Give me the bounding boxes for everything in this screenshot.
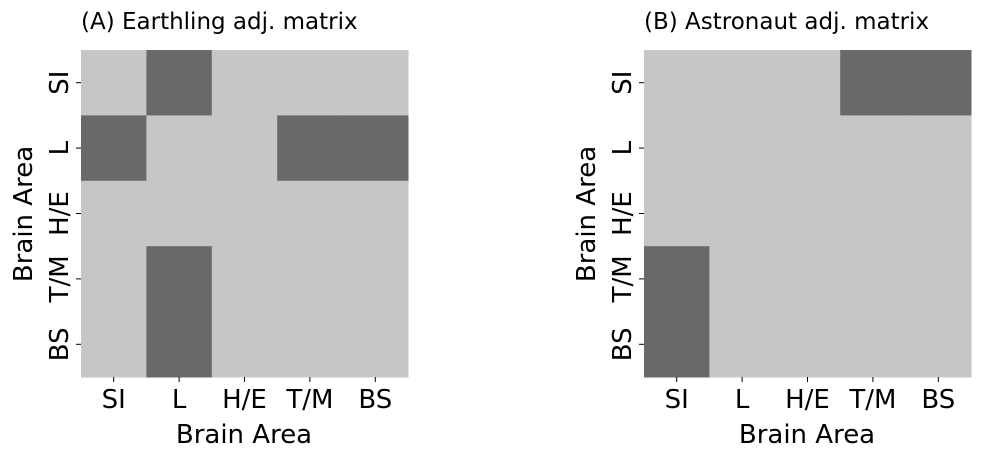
panel-b-cell-r1-c3: [840, 115, 907, 182]
panel-b-cell-r3-c1: [709, 246, 776, 313]
panel-a-cell-r2-c2: [211, 180, 278, 247]
panel-b-title: (B) Astronaut adj. matrix: [644, 9, 929, 35]
panel-a-ytick-label: T/M: [45, 255, 75, 303]
panel-b-cell-r0-c1: [709, 50, 776, 116]
panel-a-title: (A) Earthling adj. matrix: [81, 9, 358, 35]
panel-a-cell-r3-c0: [81, 246, 147, 313]
panel-b-cell-r4-c2: [774, 311, 841, 378]
panel-a-xtick-label: SI: [102, 385, 126, 415]
panel-b-cell-r4-c1: [709, 311, 776, 378]
panel-b-cell-r2-c0: [644, 180, 710, 247]
panel-a-ticks: SI L H/E T/M BS SI L H/E T/M BS: [45, 71, 392, 415]
heatmap-panel-b: (B) Astronaut adj. matrix SI L H/E T/M BS SI L…: [572, 9, 972, 450]
panel-b-cell-r1-c2: [774, 115, 841, 182]
panel-b-xtick-label: L: [735, 385, 750, 415]
panel-a-ytick-label: SI: [45, 71, 75, 95]
panel-b-xlabel: Brain Area: [739, 420, 875, 450]
panel-a-cell-r3-c3: [277, 246, 344, 313]
panel-a-ytick-label: H/E: [45, 191, 75, 236]
panel-a-xtick-label: L: [172, 385, 187, 415]
panel-b-ytick-label: H/E: [608, 191, 638, 236]
panel-a-ytick-label: L: [45, 140, 75, 155]
panel-b-cell-r3-c3: [840, 246, 907, 313]
panel-b-cell-r3-c0: [644, 246, 710, 313]
panel-a-cell-r4-c3: [277, 311, 344, 378]
panel-a-cell-r0-c1: [146, 50, 213, 116]
panel-b-cell-r1-c1: [709, 115, 776, 182]
panel-b-cell-r0-c2: [774, 50, 841, 116]
panel-b-cell-r0-c0: [644, 50, 710, 116]
panel-a-cell-r3-c2: [211, 246, 278, 313]
panel-a-cells: [81, 50, 409, 378]
panel-b-cell-r4-c3: [840, 311, 907, 378]
panel-a-ylabel: Brain Area: [9, 146, 39, 282]
panel-a-ytick-label: BS: [45, 327, 75, 361]
panel-a-xtick-label: T/M: [285, 385, 333, 415]
panel-a-cell-r1-c4: [342, 115, 409, 182]
panel-b-xtick-label: H/E: [785, 385, 830, 415]
heatmap-panel-a: (A) Earthling adj. matrix SI L H/E T/M BS SI L…: [9, 9, 409, 450]
panel-a-xtick-label: BS: [358, 385, 392, 415]
panel-a-cell-r0-c3: [277, 50, 344, 116]
panel-b-cell-r2-c1: [709, 180, 776, 247]
panel-a-cell-r2-c0: [81, 180, 147, 247]
panel-b-cell-r3-c2: [774, 246, 841, 313]
panel-b-xtick-label: SI: [665, 385, 689, 415]
panel-b-cell-r4-c4: [905, 311, 972, 378]
panel-b-cell-r1-c4: [905, 115, 972, 182]
panel-a-cell-r1-c1: [146, 115, 213, 182]
panel-a-xtick-label: H/E: [222, 385, 267, 415]
panel-b-cell-r0-c4: [905, 50, 972, 116]
panel-b-cell-r1-c0: [644, 115, 710, 182]
panel-b-ytick-label: SI: [608, 71, 638, 95]
panel-a-cell-r0-c2: [211, 50, 278, 116]
panel-b-cell-r2-c3: [840, 180, 907, 247]
panel-b-cells: [644, 50, 972, 378]
panel-b-ylabel: Brain Area: [572, 146, 602, 282]
panel-b-cell-r3-c4: [905, 246, 972, 313]
panel-b-xtick-label: BS: [921, 385, 955, 415]
panel-a-cell-r1-c2: [211, 115, 278, 182]
panel-b-cell-r2-c2: [774, 180, 841, 247]
panel-b-cell-r0-c3: [840, 50, 907, 116]
panel-a-cell-r0-c4: [342, 50, 409, 116]
panel-a-cell-r3-c4: [342, 246, 409, 313]
panel-b-xtick-label: T/M: [848, 385, 896, 415]
panel-a-cell-r1-c3: [277, 115, 344, 182]
panel-a-cell-r0-c0: [81, 50, 147, 116]
panel-a-cell-r3-c1: [146, 246, 213, 313]
panel-a-cell-r2-c1: [146, 180, 213, 247]
panel-b-ytick-label: L: [608, 140, 638, 155]
panel-b-ticks: SI L H/E T/M BS SI L H/E T/M BS: [608, 71, 955, 415]
panel-a-xlabel: Brain Area: [176, 420, 312, 450]
panel-b-ytick-label: BS: [608, 327, 638, 361]
panel-b-ytick-label: T/M: [608, 255, 638, 303]
panel-a-cell-r2-c4: [342, 180, 409, 247]
panel-a-cell-r4-c0: [81, 311, 147, 378]
panel-a-cell-r4-c1: [146, 311, 213, 378]
panel-a-cell-r1-c0: [81, 115, 147, 182]
panel-a-cell-r2-c3: [277, 180, 344, 247]
panel-b-cell-r4-c0: [644, 311, 710, 378]
panel-a-cell-r4-c4: [342, 311, 409, 378]
panel-a-cell-r4-c2: [211, 311, 278, 378]
panel-b-cell-r2-c4: [905, 180, 972, 247]
